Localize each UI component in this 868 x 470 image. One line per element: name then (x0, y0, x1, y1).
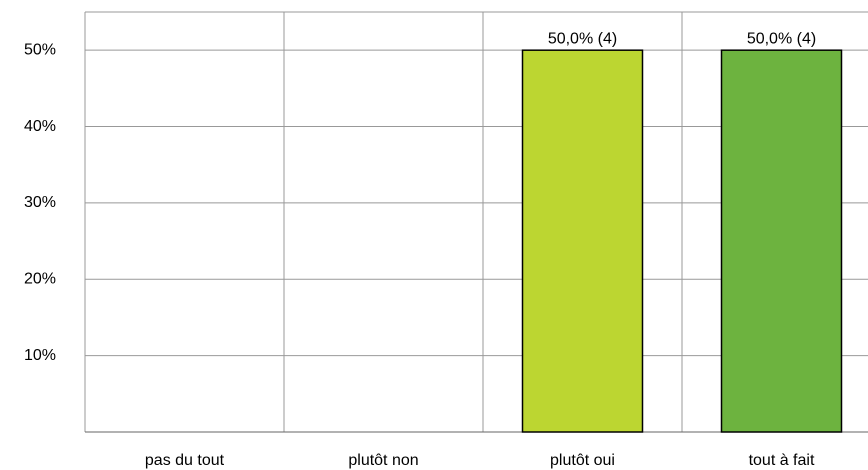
x-tick-label: plutôt oui (550, 452, 615, 469)
value-label: 50,0% (4) (747, 30, 816, 47)
x-tick-label: plutôt non (348, 452, 418, 469)
bar (521, 49, 644, 433)
y-tick-label: 40% (24, 118, 56, 135)
bar (720, 49, 843, 433)
x-tick-label: pas du tout (145, 452, 225, 469)
x-tick-label: tout à fait (749, 452, 815, 469)
y-tick-label: 10% (24, 347, 56, 364)
y-tick-label: 50% (24, 41, 56, 58)
y-tick-label: 20% (24, 270, 56, 287)
value-label: 50,0% (4) (548, 30, 617, 47)
y-tick-label: 30% (24, 194, 56, 211)
